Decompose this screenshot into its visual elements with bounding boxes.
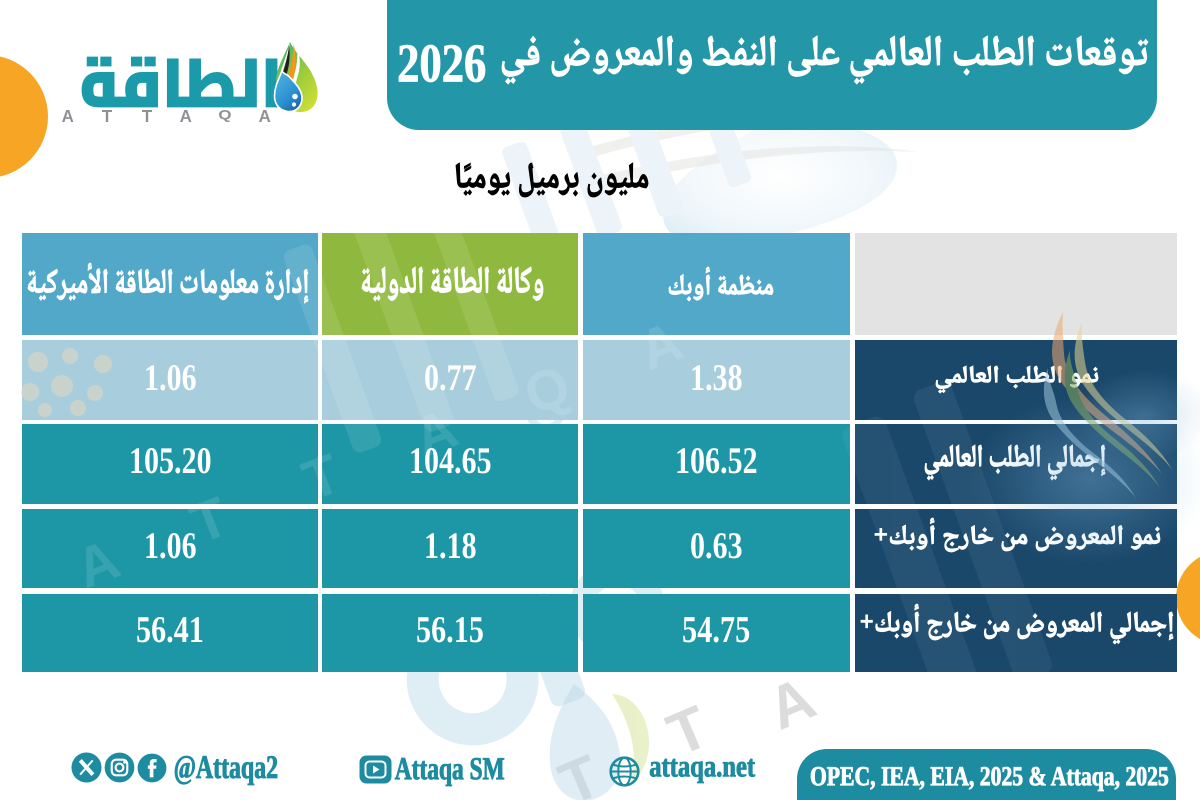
svg-text:A: A xyxy=(758,664,824,743)
svg-text:T: T xyxy=(658,693,718,769)
svg-text:A: A xyxy=(448,785,514,800)
